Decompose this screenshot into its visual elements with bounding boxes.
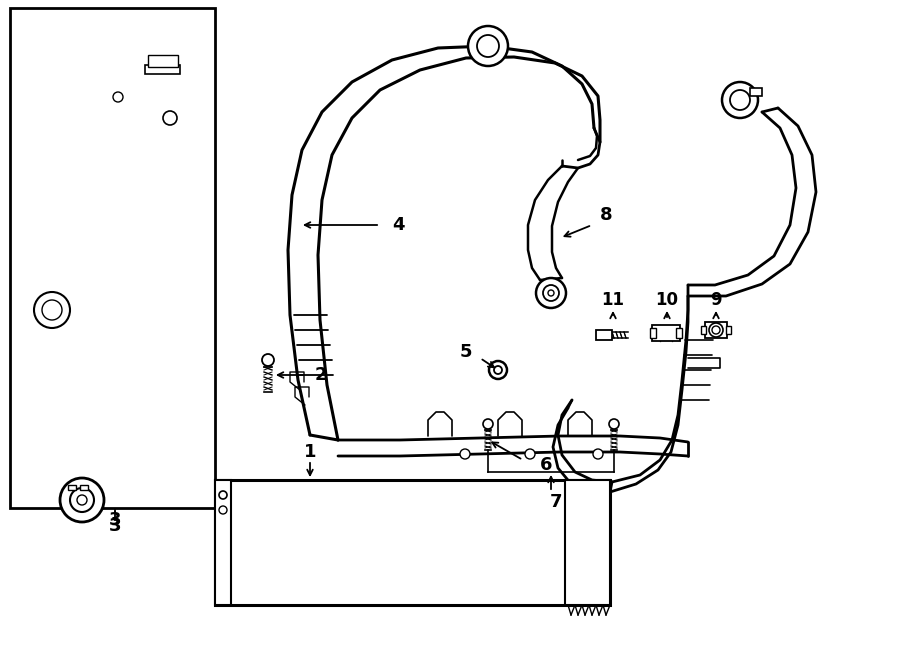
Circle shape [77,495,87,505]
Text: 6: 6 [540,456,553,474]
Circle shape [460,449,470,459]
Circle shape [609,419,619,429]
Circle shape [163,111,177,125]
Circle shape [730,90,750,110]
Circle shape [42,300,62,320]
Bar [145,65,180,74]
Circle shape [262,354,274,366]
Bar [68,485,76,490]
Bar [215,480,610,605]
Text: 11: 11 [601,291,625,309]
Bar [215,480,231,605]
Circle shape [489,361,507,379]
Circle shape [483,419,493,429]
Text: 4: 4 [392,216,404,234]
Text: 8: 8 [600,206,613,224]
Circle shape [709,323,723,337]
Bar [750,88,762,96]
Bar [80,485,88,490]
Circle shape [712,326,720,334]
Text: 10: 10 [655,291,679,309]
Text: 3: 3 [109,517,122,535]
Circle shape [593,449,603,459]
Text: 5: 5 [460,343,472,361]
Circle shape [543,285,559,301]
Circle shape [525,449,535,459]
Circle shape [536,278,566,308]
Bar [10,8,215,508]
Bar [650,328,656,338]
Bar [565,480,610,605]
Circle shape [494,366,502,374]
Text: 9: 9 [710,291,722,309]
Bar [705,322,727,338]
Text: 3: 3 [109,511,122,529]
Text: 2: 2 [315,366,328,384]
Circle shape [219,491,227,499]
Circle shape [60,478,104,522]
Circle shape [477,35,499,57]
Bar [596,330,612,340]
Circle shape [70,488,94,512]
Circle shape [468,26,508,66]
Bar [148,55,178,67]
Circle shape [548,290,554,296]
Circle shape [113,92,123,102]
Circle shape [722,82,758,118]
Bar [652,325,680,341]
Text: 7: 7 [550,493,562,511]
Bar [676,328,682,338]
Text: 1: 1 [304,443,316,461]
Circle shape [34,292,70,328]
Bar [726,326,731,334]
Circle shape [219,506,227,514]
Bar [701,326,706,334]
